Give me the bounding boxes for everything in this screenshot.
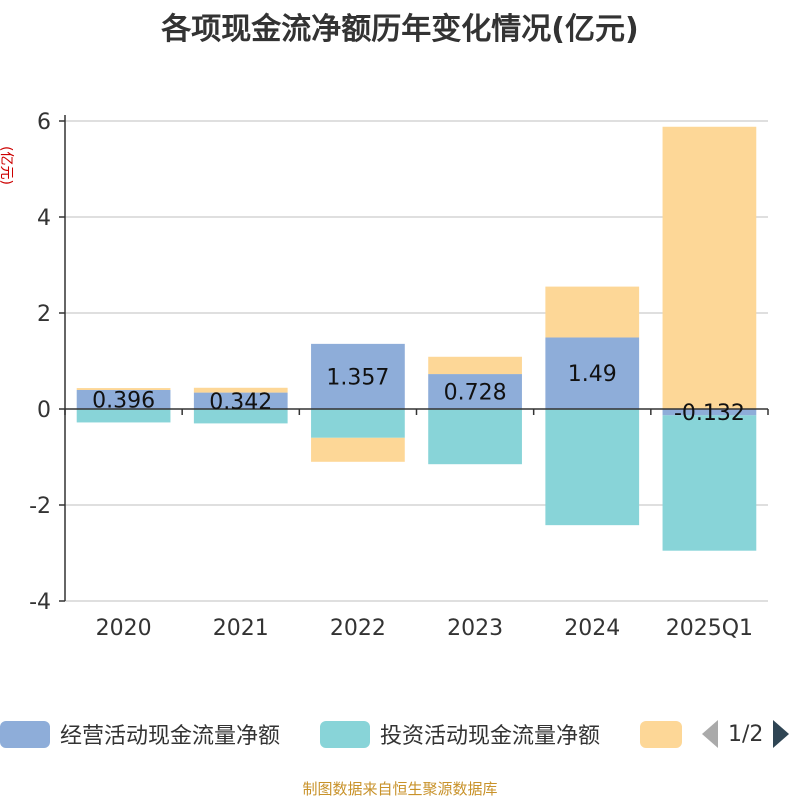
bar-series-3-2025Q1[interactable]	[662, 126, 757, 409]
data-label-2020: 0.396	[92, 388, 155, 413]
legend: 经营活动现金流量净额 投资活动现金流量净额 1/2	[0, 716, 800, 752]
bar-series-2-2023[interactable]	[428, 409, 522, 465]
chevron-right-icon[interactable]	[773, 720, 790, 748]
chart-title: 各项现金流净额历年变化情况(亿元)	[161, 12, 639, 47]
bar-series-1-2022[interactable]	[311, 343, 405, 409]
bar-series-2-2021[interactable]	[193, 409, 288, 424]
data-label-2022: 1.357	[326, 365, 389, 390]
x-tick-label: 2021	[213, 616, 269, 641]
bar-series-1-2021[interactable]	[193, 392, 288, 409]
y-tick-label: -2	[29, 494, 51, 519]
bar-series-2-2025Q1[interactable]	[662, 415, 757, 551]
y-tick-label: -4	[29, 590, 51, 615]
bar-series-3-2023[interactable]	[428, 356, 522, 375]
x-tick-label: 2020	[96, 616, 152, 641]
data-source-note: 制图数据来自恒生聚源数据库	[302, 780, 498, 798]
data-label-2021: 0.342	[209, 390, 272, 415]
bar-series-1-2023[interactable]	[428, 374, 522, 409]
legend-item-operating[interactable]: 经营活动现金流量净额	[0, 716, 280, 752]
legend-swatch-third	[640, 720, 682, 748]
bar-series-2-2022[interactable]	[311, 409, 405, 438]
x-tick-label: 2022	[330, 616, 386, 641]
legend-page-indicator: 1/2	[728, 721, 764, 747]
bar-series-2-2020[interactable]	[76, 409, 171, 423]
y-tick-label: 4	[37, 206, 51, 231]
legend-item-third[interactable]	[640, 716, 692, 752]
bar-series-3-2024[interactable]	[545, 286, 640, 338]
y-axis-label: (亿元)	[0, 146, 14, 185]
legend-item-investing[interactable]: 投资活动现金流量净额	[320, 716, 600, 752]
x-tick-label: 2025Q1	[666, 616, 753, 641]
y-tick-label: 6	[37, 110, 51, 135]
legend-label-operating: 经营活动现金流量净额	[60, 724, 281, 749]
bar-series-2-2024[interactable]	[545, 409, 640, 526]
bar-series-3-2020[interactable]	[76, 388, 171, 390]
bar-series-3-2022[interactable]	[311, 437, 405, 462]
bar-series-1-2024[interactable]	[545, 337, 640, 409]
y-tick-label: 0	[37, 398, 51, 423]
legend-swatch-operating	[0, 720, 50, 748]
data-label-2025Q1: -0.132	[674, 401, 745, 426]
chart-plot: 6 4 2 0 -2 -4 2020 2021 2022 2023 2024 2025Q1 0.396 0…	[0, 110, 769, 641]
chevron-left-icon[interactable]	[702, 720, 718, 748]
bar-series-1-2025Q1[interactable]	[662, 409, 757, 416]
legend-swatch-investing	[320, 720, 370, 748]
data-label-2024: 1.49	[568, 362, 617, 387]
legend-pager: 1/2	[702, 716, 790, 752]
y-tick-label: 2	[37, 302, 51, 327]
bar-series-1-2020[interactable]	[76, 389, 171, 409]
legend-label-investing: 投资活动现金流量净额	[380, 724, 601, 749]
bar-series-3-2021[interactable]	[193, 387, 288, 393]
x-tick-label: 2024	[564, 616, 620, 641]
x-tick-label: 2023	[447, 616, 503, 641]
data-label-2023: 0.728	[444, 381, 507, 406]
